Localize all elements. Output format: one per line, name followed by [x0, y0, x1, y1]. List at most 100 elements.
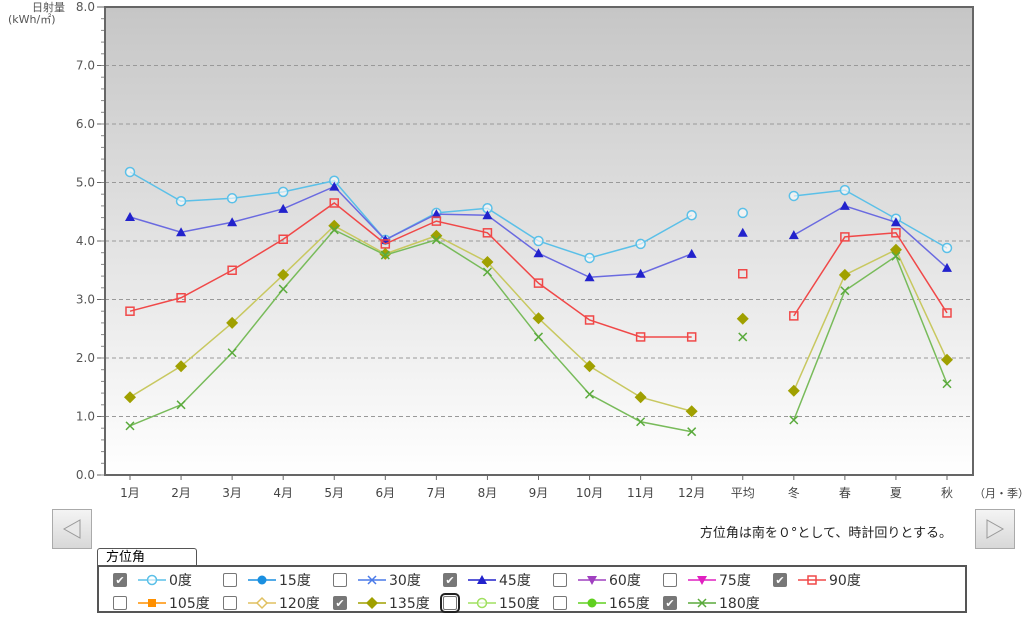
- data-point: [738, 332, 748, 342]
- data-point: [227, 265, 237, 275]
- x-tick-label: 9月: [529, 486, 549, 500]
- legend-item-120度[interactable]: 120度: [223, 593, 320, 613]
- data-point: [482, 228, 493, 238]
- data-point: [788, 230, 799, 240]
- legend-item-165度[interactable]: 165度: [553, 593, 650, 613]
- square-marker-icon: [138, 599, 166, 607]
- legend-item-180度[interactable]: ✔ 180度: [663, 593, 760, 613]
- y-tick-label: 1.0: [76, 410, 95, 424]
- diamond-open-marker-icon: [248, 596, 276, 610]
- legend-marker: [477, 575, 487, 584]
- previous-button[interactable]: [52, 509, 92, 549]
- checkbox[interactable]: [663, 573, 677, 587]
- legend-item-30度[interactable]: 30度: [333, 570, 421, 590]
- series-180度: [125, 225, 952, 437]
- legend-item-45度[interactable]: ✔ 45度: [443, 570, 531, 590]
- legend-item-105度[interactable]: 105度: [113, 593, 210, 613]
- data-point: [737, 207, 748, 219]
- data-point: [584, 315, 595, 325]
- data-point: [839, 200, 850, 210]
- data-point: [176, 400, 186, 410]
- y-tick-label: 4.0: [76, 234, 95, 248]
- series-line: [129, 224, 692, 412]
- legend-item-150度[interactable]: 150度: [440, 593, 540, 613]
- circle-marker-icon: [578, 598, 606, 608]
- data-point: [789, 415, 799, 425]
- x-axis-label: （月・季）: [974, 487, 1024, 500]
- x-tick-label: 2月: [171, 486, 191, 500]
- checkbox[interactable]: [553, 573, 567, 587]
- legend-marker: [697, 598, 707, 608]
- series-line: [129, 202, 692, 338]
- legend-marker: [148, 599, 156, 607]
- data-point: [125, 421, 135, 431]
- x-tick-label: 4月: [273, 486, 293, 500]
- legend-marker: [366, 597, 378, 609]
- legend-title: 方位角: [97, 548, 197, 566]
- checkbox[interactable]: ✔: [333, 596, 347, 610]
- legend-item-60度[interactable]: 60度: [553, 570, 641, 590]
- data-point: [737, 227, 748, 237]
- checkbox[interactable]: ✔: [443, 573, 457, 587]
- legend-label: 165度: [609, 596, 650, 612]
- azimuth-note: 方位角は南を０°として、時計回りとする。: [699, 526, 952, 541]
- data-point: [482, 267, 492, 277]
- checkbox[interactable]: [440, 593, 460, 613]
- legend-marker: [587, 576, 597, 585]
- legend-marker: [255, 596, 269, 610]
- checkbox[interactable]: [333, 573, 347, 587]
- data-point: [328, 219, 341, 232]
- legend-item-0度[interactable]: ✔ 0度: [113, 570, 192, 590]
- circle-open-marker-icon: [468, 597, 496, 609]
- x-tick-label: 夏: [890, 486, 902, 500]
- data-point: [686, 332, 697, 342]
- data-point: [278, 203, 289, 213]
- data-point: [634, 391, 647, 404]
- circle-open-marker-icon: [138, 574, 166, 586]
- triangle-down-marker-icon: [688, 576, 716, 585]
- checkbox[interactable]: [223, 573, 237, 587]
- checkbox[interactable]: ✔: [663, 596, 677, 610]
- data-point: [431, 209, 442, 219]
- checkbox[interactable]: [553, 596, 567, 610]
- next-button[interactable]: [975, 509, 1015, 549]
- checkbox[interactable]: [113, 596, 127, 610]
- checkbox[interactable]: [223, 596, 237, 610]
- data-point: [176, 292, 186, 303]
- triangle-marker-icon: [468, 575, 496, 584]
- data-point: [736, 312, 749, 325]
- x-tick-label: 5月: [324, 486, 344, 500]
- checkbox[interactable]: ✔: [773, 573, 787, 587]
- legend-label: 75度: [719, 573, 751, 589]
- legend-item-90度[interactable]: ✔ 90度: [773, 570, 861, 590]
- y-tick-label: 8.0: [76, 0, 95, 14]
- checkbox[interactable]: ✔: [113, 573, 127, 587]
- legend-label: 15度: [279, 573, 311, 589]
- data-point: [125, 306, 135, 316]
- legend-marker: [367, 575, 377, 585]
- y-tick-label: 5.0: [76, 176, 95, 190]
- data-point: [278, 234, 288, 244]
- data-point: [226, 193, 238, 204]
- legend-label: 45度: [499, 573, 531, 589]
- legend-item-15度[interactable]: 15度: [223, 570, 311, 590]
- data-point: [278, 284, 288, 294]
- series-135度: [124, 219, 953, 418]
- legend: ✔ 0度 15度 30度 ✔ 45度 60度 75度 ✔ 90度 105度 120度 ✔ 135度 150度…: [97, 565, 967, 613]
- data-point: [942, 262, 952, 272]
- series-90度: [125, 198, 952, 342]
- legend-label: 0度: [169, 573, 192, 589]
- x-tick-label: 1月: [120, 486, 140, 500]
- data-point: [175, 195, 187, 207]
- legend-item-75度[interactable]: 75度: [663, 570, 751, 590]
- data-point: [482, 210, 493, 220]
- y-axis-unit: (kWh/㎡): [8, 13, 56, 26]
- y-axis-label: 日射量: [32, 0, 65, 14]
- legend-item-135度[interactable]: ✔ 135度: [333, 593, 430, 613]
- legend-marker: [807, 575, 817, 585]
- data-point: [176, 227, 187, 237]
- data-point: [738, 269, 748, 279]
- legend-label: 60度: [609, 573, 641, 589]
- x-tick-label: 3月: [222, 486, 242, 500]
- solar-radiation-chart: 0.0 1.0 2.0 3.0 4.0 5.0 6.0 7.0 8.0 日射量(kWh/㎡) 1月 2…: [8, 0, 1024, 500]
